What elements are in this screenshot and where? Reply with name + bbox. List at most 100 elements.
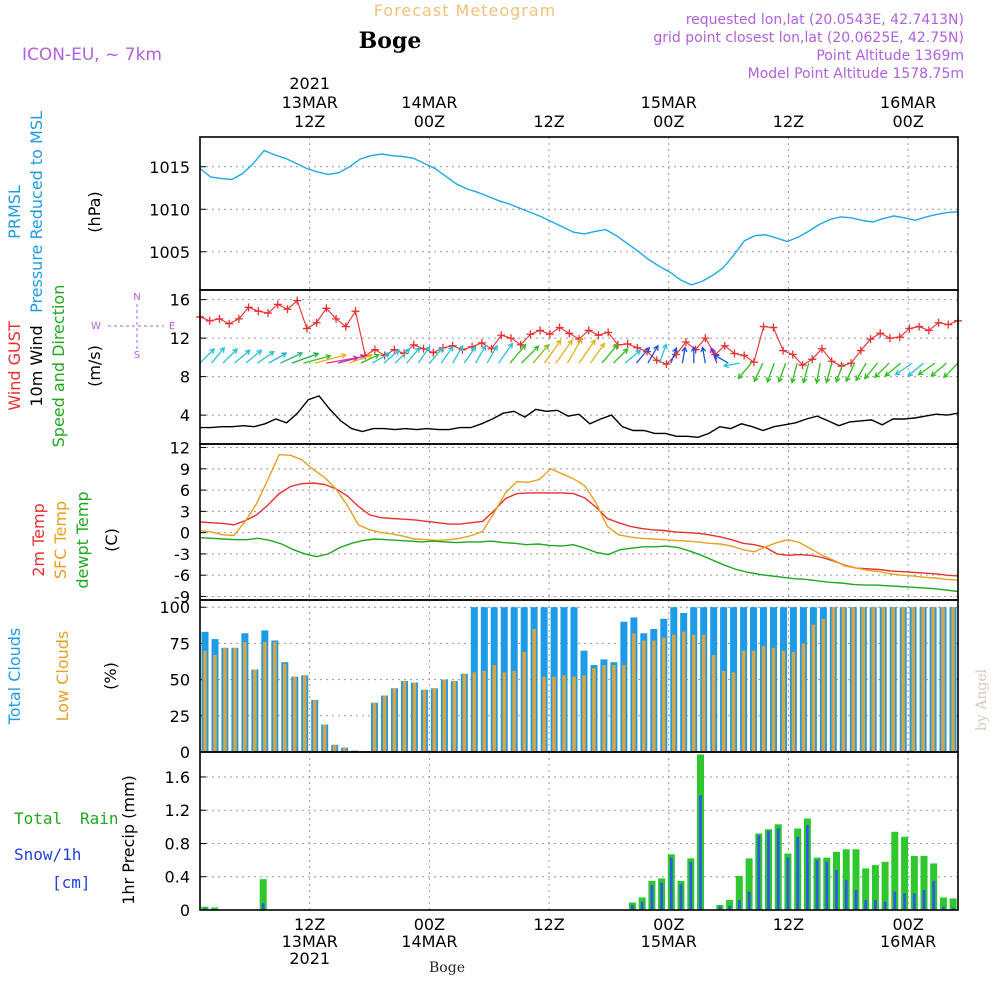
wind-arrow [824,362,833,384]
low-cloud-bar [861,607,865,752]
y-tick-label: 0.8 [165,834,190,853]
low-cloud-bar [452,681,457,752]
gust-marker [225,319,234,328]
wind-arrow [371,352,391,364]
wind-arrow [417,345,431,364]
wind-arrow [681,346,688,364]
rain-bar [891,831,899,910]
snow-bar [679,884,683,910]
panel-label: 10m Wind [27,325,46,406]
header-info-line: grid point closest lon,lat (20.0625E, 42… [653,30,964,46]
header-info-line: Model Point Altitude 1578.75m [748,66,964,82]
low-cloud-bar [422,689,427,752]
wind-arrow [566,337,583,364]
gust-marker [759,322,768,331]
snow-bar [689,861,693,910]
gust-marker [915,322,924,331]
y-tick-label: 6 [180,481,190,500]
gust-marker [749,358,758,367]
snow-bar [912,893,916,910]
low-cloud-bar [412,682,417,752]
low-cloud-bar [931,607,935,752]
gust-marker [924,326,933,335]
low-cloud-bar [492,665,496,752]
low-cloud-bar [542,676,546,752]
low-cloud-bar [692,634,696,752]
gust-marker [681,337,690,346]
low-cloud-bar [342,747,347,752]
low-cloud-bar [711,655,716,752]
snow-bar [747,891,751,910]
precip-axis-label: 1hr Precip (mm) [119,775,138,905]
low-cloud-bar [652,640,656,752]
gust-marker [477,338,486,347]
snow-bar [728,905,731,910]
low-cloud-bar [801,643,806,752]
gust-marker [293,296,302,305]
gust-marker [332,314,341,323]
x-tick-label-top: 12Z [294,112,325,131]
low-cloud-bar [821,618,826,752]
precip-label-total: Total [14,809,62,828]
low-cloud-bar [303,675,307,752]
wind-arrow [509,343,527,364]
gust-marker [740,351,749,360]
gust-marker [254,307,263,316]
snow-bar [815,860,819,910]
rain-bar [852,849,860,910]
snow-bar [640,901,644,910]
snow-bar [893,891,897,910]
wind-arrow [555,339,573,364]
low-cloud-bar [442,679,447,752]
snow-bar [951,907,955,910]
wind-arrow [475,344,487,364]
low-cloud-bar [612,665,616,752]
wind-arrow [394,348,411,364]
wind-arrow [907,362,924,377]
panel-label: PRMSL [5,185,24,239]
wind-arrow [486,344,498,364]
gust-marker [312,318,321,327]
gust-marker [409,340,418,349]
y-tick-label: 0 [180,901,190,920]
x-tick-label-bottom: 00Z [892,915,923,934]
gust-marker [302,324,311,333]
panel-label: (C) [102,528,121,552]
temperature-line [199,482,959,577]
wind-arrow [766,362,775,384]
wind-arrow [690,345,697,364]
snow-bar [903,893,906,910]
gust-marker [866,335,875,344]
low-cloud-bar [921,607,925,752]
wind-arrow [917,362,936,376]
low-cloud-bar [203,650,207,752]
gust-marker [205,316,214,325]
snow-bar [922,890,926,910]
gust-marker [516,340,525,349]
low-cloud-bar [951,607,955,752]
panel-label: Low Clouds [53,631,72,722]
gust-marker [944,320,953,329]
low-cloud-bar [372,702,377,752]
gust-marker [215,314,224,323]
y-tick-label: 1.6 [165,768,190,787]
y-tick-label: 4 [180,406,190,425]
rain-bar [871,865,879,910]
snow-bar [261,903,265,910]
panel-label: (hPa) [85,191,104,232]
wind-arrow [801,362,810,384]
wind-arrow [291,352,320,364]
wind-arrow [211,346,226,364]
low-cloud-bar [213,655,217,752]
gust-marker [244,303,253,312]
y-tick-label: 0.4 [165,868,190,887]
low-cloud-bar [392,688,397,752]
low-cloud-bar [721,670,726,752]
low-cloud-bar [881,607,885,752]
low-cloud-bar [522,652,526,752]
low-cloud-bar [791,652,796,752]
rain-bar [726,900,734,910]
panel-label: Total Clouds [5,628,24,726]
gust-marker [234,314,243,323]
y-tick-label: 12 [170,329,190,348]
